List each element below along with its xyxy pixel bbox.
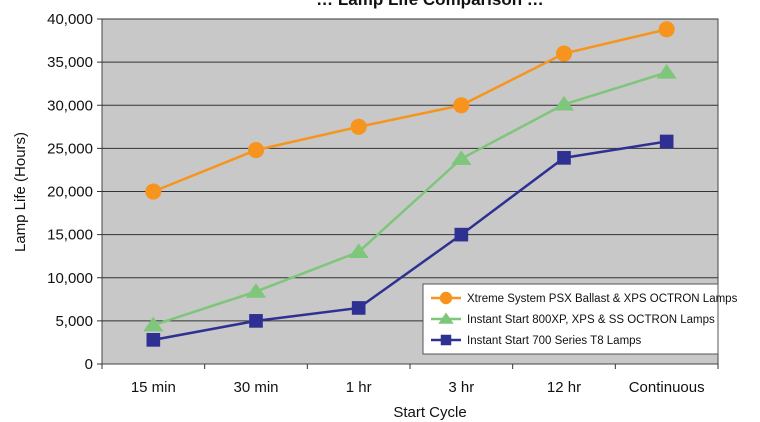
y-tick-label: 10,000 — [47, 270, 93, 287]
data-point-triangle — [553, 95, 575, 111]
legend-item: Instant Start 800XP, XPS & SS OCTRON Lam… — [431, 312, 715, 326]
data-point-circle — [658, 21, 675, 38]
x-tick-label: 1 hr — [346, 379, 372, 396]
data-point-square — [659, 134, 674, 149]
y-tick-label: 0 — [85, 356, 93, 373]
y-tick-label: 35,000 — [47, 54, 93, 71]
legend-marker-triangle — [438, 312, 454, 324]
y-tick-label: 30,000 — [47, 97, 93, 114]
x-tick-label: 3 hr — [448, 379, 474, 396]
y-tick-label: 25,000 — [47, 140, 93, 157]
data-point-triangle — [656, 64, 677, 79]
x-tick-label: Continuous — [629, 379, 705, 396]
legend-label: Instant Start 800XP, XPS & SS OCTRON Lam… — [467, 314, 715, 326]
y-tick-label: 5,000 — [55, 313, 93, 330]
series-line — [153, 140, 667, 342]
series-2 — [143, 64, 677, 332]
legend-item: Instant Start 700 Series T8 Lamps — [431, 334, 642, 347]
data-point-circle — [247, 142, 265, 159]
data-point-square — [146, 333, 161, 347]
data-point-square — [351, 301, 366, 315]
data-point-circle — [453, 97, 470, 114]
legend-box — [422, 283, 719, 355]
legend-label: Instant Start 700 Series T8 Lamps — [467, 335, 642, 347]
legend-item: Xtreme System PSX Ballast & XPS OCTRON L… — [431, 291, 738, 305]
data-point-triangle — [348, 243, 369, 259]
data-point-square — [249, 314, 263, 328]
x-tick-label: 30 min — [233, 379, 278, 396]
x-tick-label: 12 hr — [547, 379, 581, 396]
y-tick-label: 20,000 — [47, 184, 93, 201]
data-point-circle — [555, 45, 573, 62]
data-point-triangle — [245, 283, 267, 298]
x-axis-label: Start Cycle — [393, 404, 466, 421]
data-point-circle — [350, 118, 367, 135]
y-axis-label: Lamp Life (Hours) — [12, 132, 29, 252]
legend-marker-circle — [439, 291, 453, 305]
chart-title: … Lamp Life Comparison … — [316, 0, 544, 9]
series-line — [152, 28, 667, 193]
y-tick-label: 40,000 — [47, 11, 93, 28]
data-point-square — [557, 151, 571, 165]
x-tick-label: 15 min — [131, 379, 176, 396]
data-point-circle — [145, 183, 162, 200]
legend-marker-square — [440, 334, 452, 346]
data-point-triangle — [143, 316, 164, 332]
legend-label: Xtreme System PSX Ballast & XPS OCTRON L… — [467, 293, 738, 305]
data-point-square — [454, 227, 469, 242]
data-point-triangle — [451, 150, 472, 165]
y-tick-label: 15,000 — [47, 227, 93, 244]
series-3 — [146, 134, 674, 347]
series-1 — [145, 21, 675, 200]
series-line — [152, 71, 668, 327]
